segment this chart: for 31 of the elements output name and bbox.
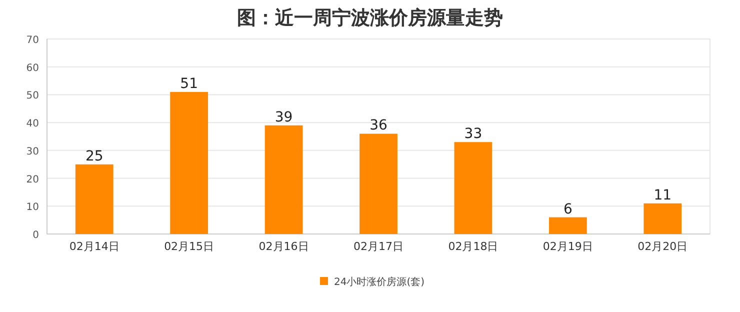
- x-tick-label: 02月16日: [258, 240, 309, 253]
- bar: [75, 164, 114, 234]
- y-tick-label: 50: [26, 90, 39, 102]
- x-tick-label: 02月20日: [638, 240, 688, 253]
- data-label: 51: [180, 76, 198, 92]
- y-tick-label: 60: [26, 62, 39, 74]
- data-label: 33: [464, 126, 482, 142]
- bar: [454, 142, 492, 234]
- chart-title: 图：近一周宁波涨价房源量走势: [237, 7, 503, 29]
- bar: [360, 134, 398, 234]
- y-tick-label: 30: [26, 146, 39, 158]
- bar: [264, 125, 303, 234]
- y-tick-label: 40: [26, 118, 39, 130]
- data-label: 6: [563, 201, 572, 218]
- data-label: 39: [274, 109, 293, 126]
- data-label: 36: [370, 118, 388, 134]
- y-tick-label: 10: [26, 202, 39, 214]
- legend-label: 24小时涨价房源(套): [334, 276, 425, 288]
- x-tick-label: 02月19日: [542, 240, 593, 253]
- y-tick-label: 20: [26, 174, 39, 186]
- y-tick-label: 0: [32, 230, 39, 241]
- bar: [644, 203, 682, 234]
- data-label: 11: [654, 187, 672, 204]
- x-tick-label: 02月17日: [354, 240, 404, 253]
- x-tick-label: 02月18日: [448, 240, 498, 253]
- data-label: 25: [85, 148, 104, 164]
- x-tick-label: 02月14日: [69, 240, 120, 253]
- bar: [170, 92, 208, 234]
- y-tick-label: 70: [26, 35, 39, 46]
- bar: [548, 217, 587, 234]
- x-tick-label: 02月15日: [164, 240, 214, 253]
